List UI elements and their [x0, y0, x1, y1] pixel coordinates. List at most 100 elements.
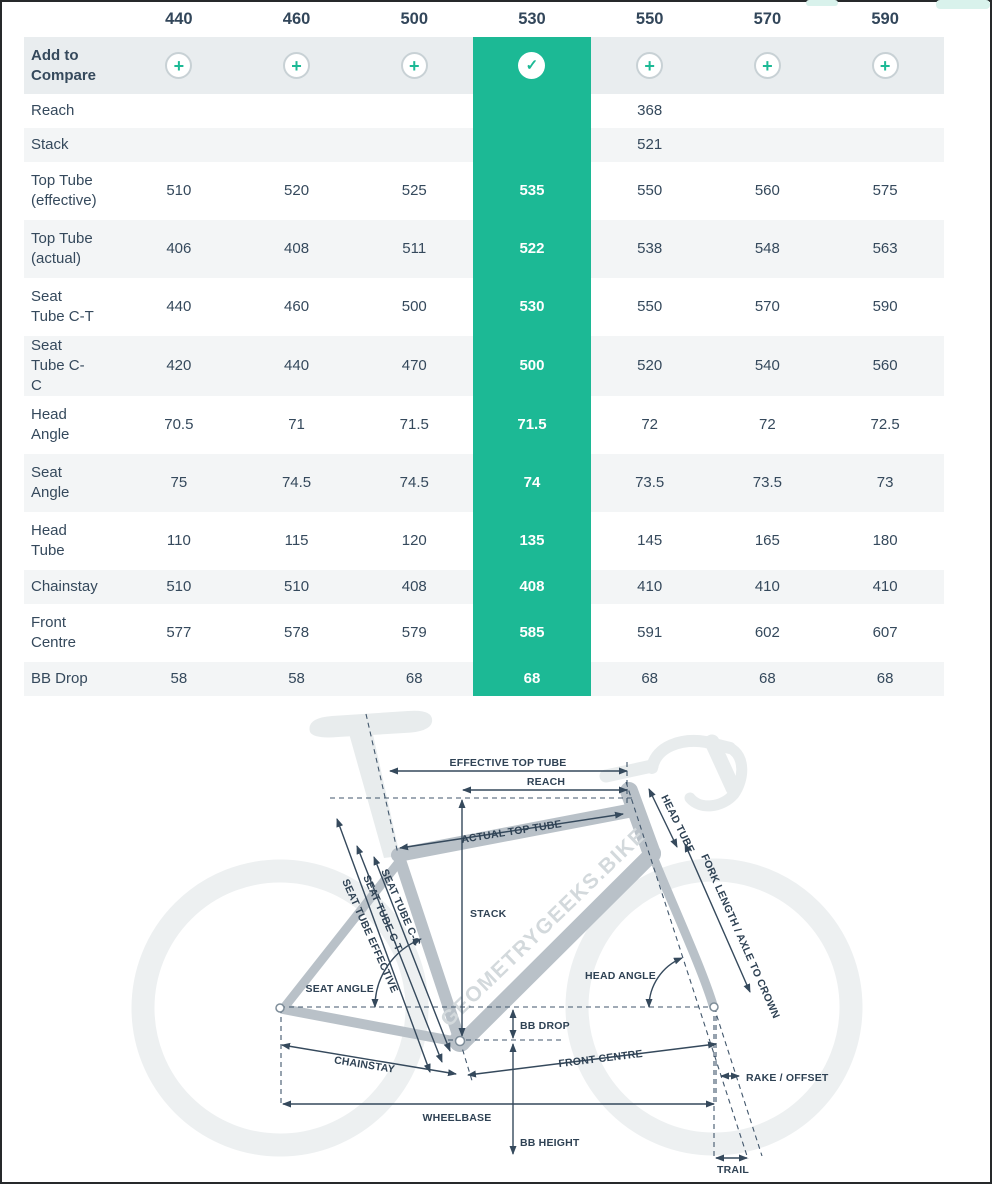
geometry-value: 591	[637, 624, 663, 641]
plus-icon[interactable]: +	[753, 52, 781, 79]
check-icon[interactable]: ✓	[518, 52, 546, 79]
row-label: Top Tube (actual)	[31, 230, 93, 267]
geometry-value	[826, 94, 944, 128]
dimension-lines	[281, 767, 751, 1162]
geometry-value: 607	[872, 624, 898, 641]
row-label: Reach	[31, 102, 75, 119]
plus-icon[interactable]: +	[636, 52, 664, 79]
geometry-value: 135	[473, 512, 591, 570]
geometry-row: Seat Angle 75 74.5 74.5 74 73.5 73.5 73	[24, 454, 944, 512]
handlebar	[599, 734, 748, 812]
geometry-value: 520	[284, 182, 310, 199]
plus-icon[interactable]: +	[283, 52, 311, 79]
add-to-compare-label: Add to Compare	[31, 46, 97, 84]
geometry-value: 420	[166, 357, 192, 374]
geometry-value	[826, 128, 944, 162]
geometry-value: 540	[754, 357, 780, 374]
geometry-value: 145	[637, 532, 663, 549]
compare-add-cell[interactable]: +	[238, 37, 356, 94]
geometry-row: Stack 521	[24, 128, 944, 162]
geometry-value: 579	[401, 624, 427, 641]
geometry-row: Seat Tube C-C 420 440 470 500 520 540 560	[24, 336, 944, 396]
geometry-value: 68	[876, 670, 894, 687]
geometry-value: 578	[284, 624, 310, 641]
geometry-value: 180	[872, 532, 898, 549]
row-label: Stack	[31, 136, 69, 153]
plus-icon[interactable]: +	[871, 52, 899, 79]
geometry-value: 511	[402, 240, 427, 257]
rear-axle	[275, 1003, 285, 1013]
plus-icon[interactable]: +	[400, 52, 428, 79]
geometry-value: 585	[473, 604, 591, 662]
compare-add-cell[interactable]: +	[120, 37, 238, 94]
geometry-row: Head Angle 70.5 71 71.5 71.5 72 72 72.5	[24, 396, 944, 454]
geometry-value: 530	[473, 278, 591, 336]
compare-add-cell[interactable]: +	[709, 37, 827, 94]
geometry-value: 73.5	[635, 474, 665, 491]
geometry-value: 115	[284, 532, 309, 549]
geometry-value: 510	[166, 578, 192, 595]
geometry-value: 440	[284, 357, 310, 374]
compare-add-cell[interactable]: +	[591, 37, 709, 94]
label-reach: REACH	[527, 776, 565, 788]
bike-geometry-diagram: GEOMETRYGEEKS.BIKE	[0, 704, 992, 1184]
geometry-value: 73.5	[752, 474, 782, 491]
geometry-value: 74	[473, 454, 591, 512]
geometry-value: 71	[288, 416, 305, 433]
plus-icon[interactable]: +	[165, 52, 193, 79]
geometry-value: 75	[170, 474, 188, 491]
geometry-value: 535	[473, 162, 591, 220]
geometry-table: 440 460 500 530 550 570 590 Add to Compare + + + ✓…	[24, 0, 944, 696]
compare-add-cell[interactable]: +	[355, 37, 473, 94]
row-label: Chainstay	[31, 578, 98, 595]
geometry-row: Top Tube (effective) 510 520 525 535 550 560 57…	[24, 162, 944, 220]
label-stack: STACK	[470, 908, 507, 920]
size-column-header: 590	[871, 9, 899, 28]
size-column-header: 500	[400, 9, 429, 28]
geometry-value: 68	[641, 670, 658, 687]
cut-off-element	[806, 0, 838, 6]
geometry-value: 408	[473, 570, 591, 604]
geometry-value: 460	[284, 298, 310, 315]
geometry-value	[709, 94, 827, 128]
add-to-compare-row: Add to Compare + + + ✓ + + +	[24, 37, 944, 94]
row-label: Front Centre	[31, 614, 77, 651]
geometry-value: 72	[759, 416, 776, 433]
label-seat-angle: SEAT ANGLE	[305, 983, 374, 995]
geometry-value: 577	[166, 624, 192, 641]
geometry-value: 563	[872, 240, 898, 257]
geometry-value: 74.5	[281, 474, 312, 491]
geometry-value: 410	[872, 578, 898, 595]
geometry-value: 560	[872, 357, 898, 374]
geometry-value: 500	[401, 298, 427, 315]
geometry-value: 500	[473, 336, 591, 396]
compare-add-cell[interactable]: +	[826, 37, 944, 94]
size-column-header: 570	[753, 9, 782, 28]
watermark: GEOMETRYGEEKS.BIKE	[436, 823, 650, 1031]
compare-selected-cell[interactable]: ✓	[473, 37, 591, 94]
cut-off-element	[936, 0, 990, 9]
geometry-row: BB Drop 58 58 68 68 68 68 68	[24, 662, 944, 696]
size-column-header: 550	[635, 9, 664, 28]
geometry-row: Head Tube 110 115 120 135 145 165 180	[24, 512, 944, 570]
geometry-value: 602	[754, 624, 780, 641]
label-chainstay: CHAINSTAY	[333, 1054, 395, 1075]
front-axle	[709, 1002, 719, 1012]
geometry-value	[120, 128, 238, 162]
size-column-header: 460	[282, 9, 311, 28]
geometry-value: 368	[637, 102, 663, 119]
geometry-value: 70.5	[164, 416, 194, 433]
geometry-value	[238, 94, 356, 128]
geometry-value: 550	[637, 182, 663, 199]
geometry-value: 525	[401, 182, 427, 199]
geometry-value	[709, 128, 827, 162]
geometry-value: 510	[284, 578, 310, 595]
geometry-row: Front Centre 577 578 579 585 591 602 607	[24, 604, 944, 662]
geometry-value: 548	[754, 240, 780, 257]
geometry-value: 72	[641, 416, 658, 433]
geometry-value: 570	[754, 298, 780, 315]
geometry-value	[355, 128, 473, 162]
label-head-angle: HEAD ANGLE	[585, 970, 656, 982]
size-header: 440 460 500 530 550 570 590	[24, 0, 944, 37]
geometry-value: 58	[288, 670, 305, 687]
